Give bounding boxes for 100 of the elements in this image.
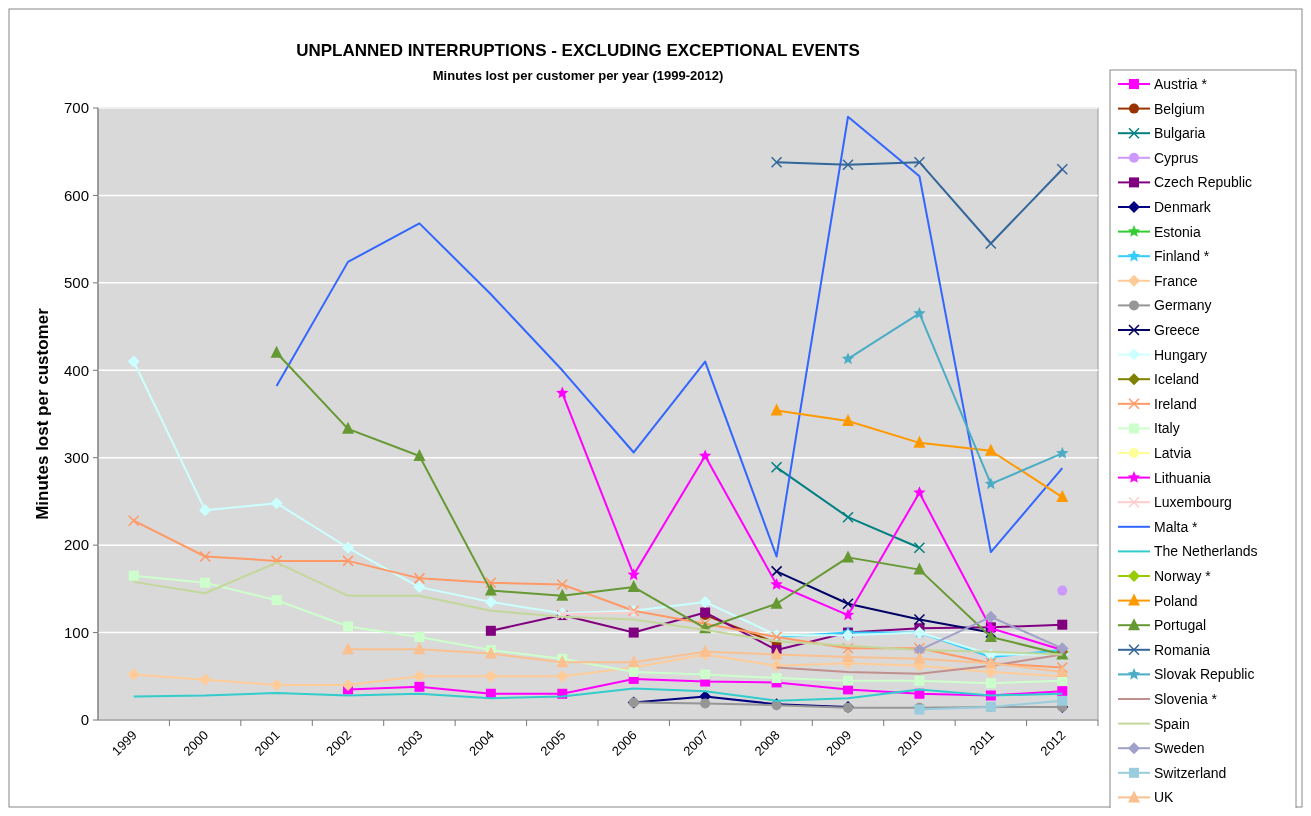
point [913,562,926,575]
legend-label: Italy [1154,420,1180,437]
point [984,610,997,623]
point [913,435,926,448]
point [843,675,853,686]
point [484,670,497,683]
legend-label: Finland * [1154,248,1210,265]
point [914,675,925,686]
point [984,477,998,490]
point [1056,163,1069,175]
point [556,670,569,683]
legend-label: The Netherlands [1154,543,1258,560]
point [342,541,354,554]
point [770,577,783,590]
point [984,443,997,456]
line-series [275,115,1064,558]
point [128,570,139,581]
point [1056,446,1069,459]
legend-label: Hungary [1154,346,1207,363]
point [485,576,497,589]
legend-label: Poland [1154,592,1198,609]
point [270,497,283,510]
y-tick-label: 0 [80,711,89,729]
chart-subtitle: Minutes lost per customer per year (1999-2012) [432,68,724,83]
point [1057,585,1068,596]
legend-label: Czech Republic [1154,174,1253,191]
point [484,595,497,608]
point [199,504,212,517]
point [770,403,783,416]
point [1057,686,1068,697]
point [770,565,783,578]
point [841,608,855,621]
point [913,156,926,168]
legend-label: Denmark [1154,198,1212,215]
point [628,627,639,638]
legend-label: Austria * [1154,75,1208,92]
point [770,461,783,474]
legend-label: Malta * [1154,518,1199,535]
point [342,679,354,692]
y-tick-label: 700 [63,99,89,117]
point [413,642,426,655]
legend-label: Switzerland [1154,764,1227,781]
point [699,644,712,657]
y-tick-label: 300 [63,448,89,466]
point [271,595,282,606]
point [342,642,354,655]
legend-label: Sweden [1154,740,1205,757]
point [770,156,783,168]
legend-label: Lithuania [1154,469,1212,486]
y-axis-title: Minutes lost per customer [33,307,52,520]
point [342,555,354,567]
legend-label: Portugal [1154,617,1207,634]
point [413,581,426,594]
point [342,421,354,434]
point [699,618,711,630]
point [270,345,283,358]
legend-label: Spain [1154,715,1190,732]
legend-label: Romania [1154,641,1211,658]
legend-label: Luxembourg [1154,494,1232,511]
point [556,655,569,668]
point [913,486,926,498]
point [985,237,997,250]
point [698,449,712,462]
point [770,659,783,672]
point [627,580,640,593]
point [414,681,425,692]
point [699,595,712,608]
point [343,621,353,632]
legend-label: Belgium [1154,100,1205,117]
point [771,673,782,684]
point [1057,695,1068,706]
point [556,578,569,591]
point [913,542,926,554]
point [842,642,854,655]
point [985,678,996,689]
y-tick-label: 400 [63,361,89,379]
point [700,698,711,709]
point [413,670,426,683]
point [842,413,854,426]
point [556,386,569,399]
legend-label: Germany [1154,297,1212,314]
point [1056,490,1069,503]
point [842,550,854,563]
point [414,631,425,642]
point [628,666,639,677]
y-tick-label: 600 [63,186,89,204]
chart-title: UNPLANNED INTERRUPTIONS - EXCLUDING EXCEPTIONAL EVENTS [296,41,860,60]
point [627,568,640,581]
point [627,655,640,668]
legend-label: Cyprus [1154,149,1199,166]
point [484,583,497,596]
y-tick-label: 200 [63,536,89,554]
legend-label: Iceland [1154,371,1200,388]
point [842,629,854,642]
point [127,355,140,368]
y-tick-label: 500 [63,274,89,292]
point [842,650,854,663]
point [842,597,854,610]
legend-label: UK [1154,789,1175,806]
point [199,550,211,563]
